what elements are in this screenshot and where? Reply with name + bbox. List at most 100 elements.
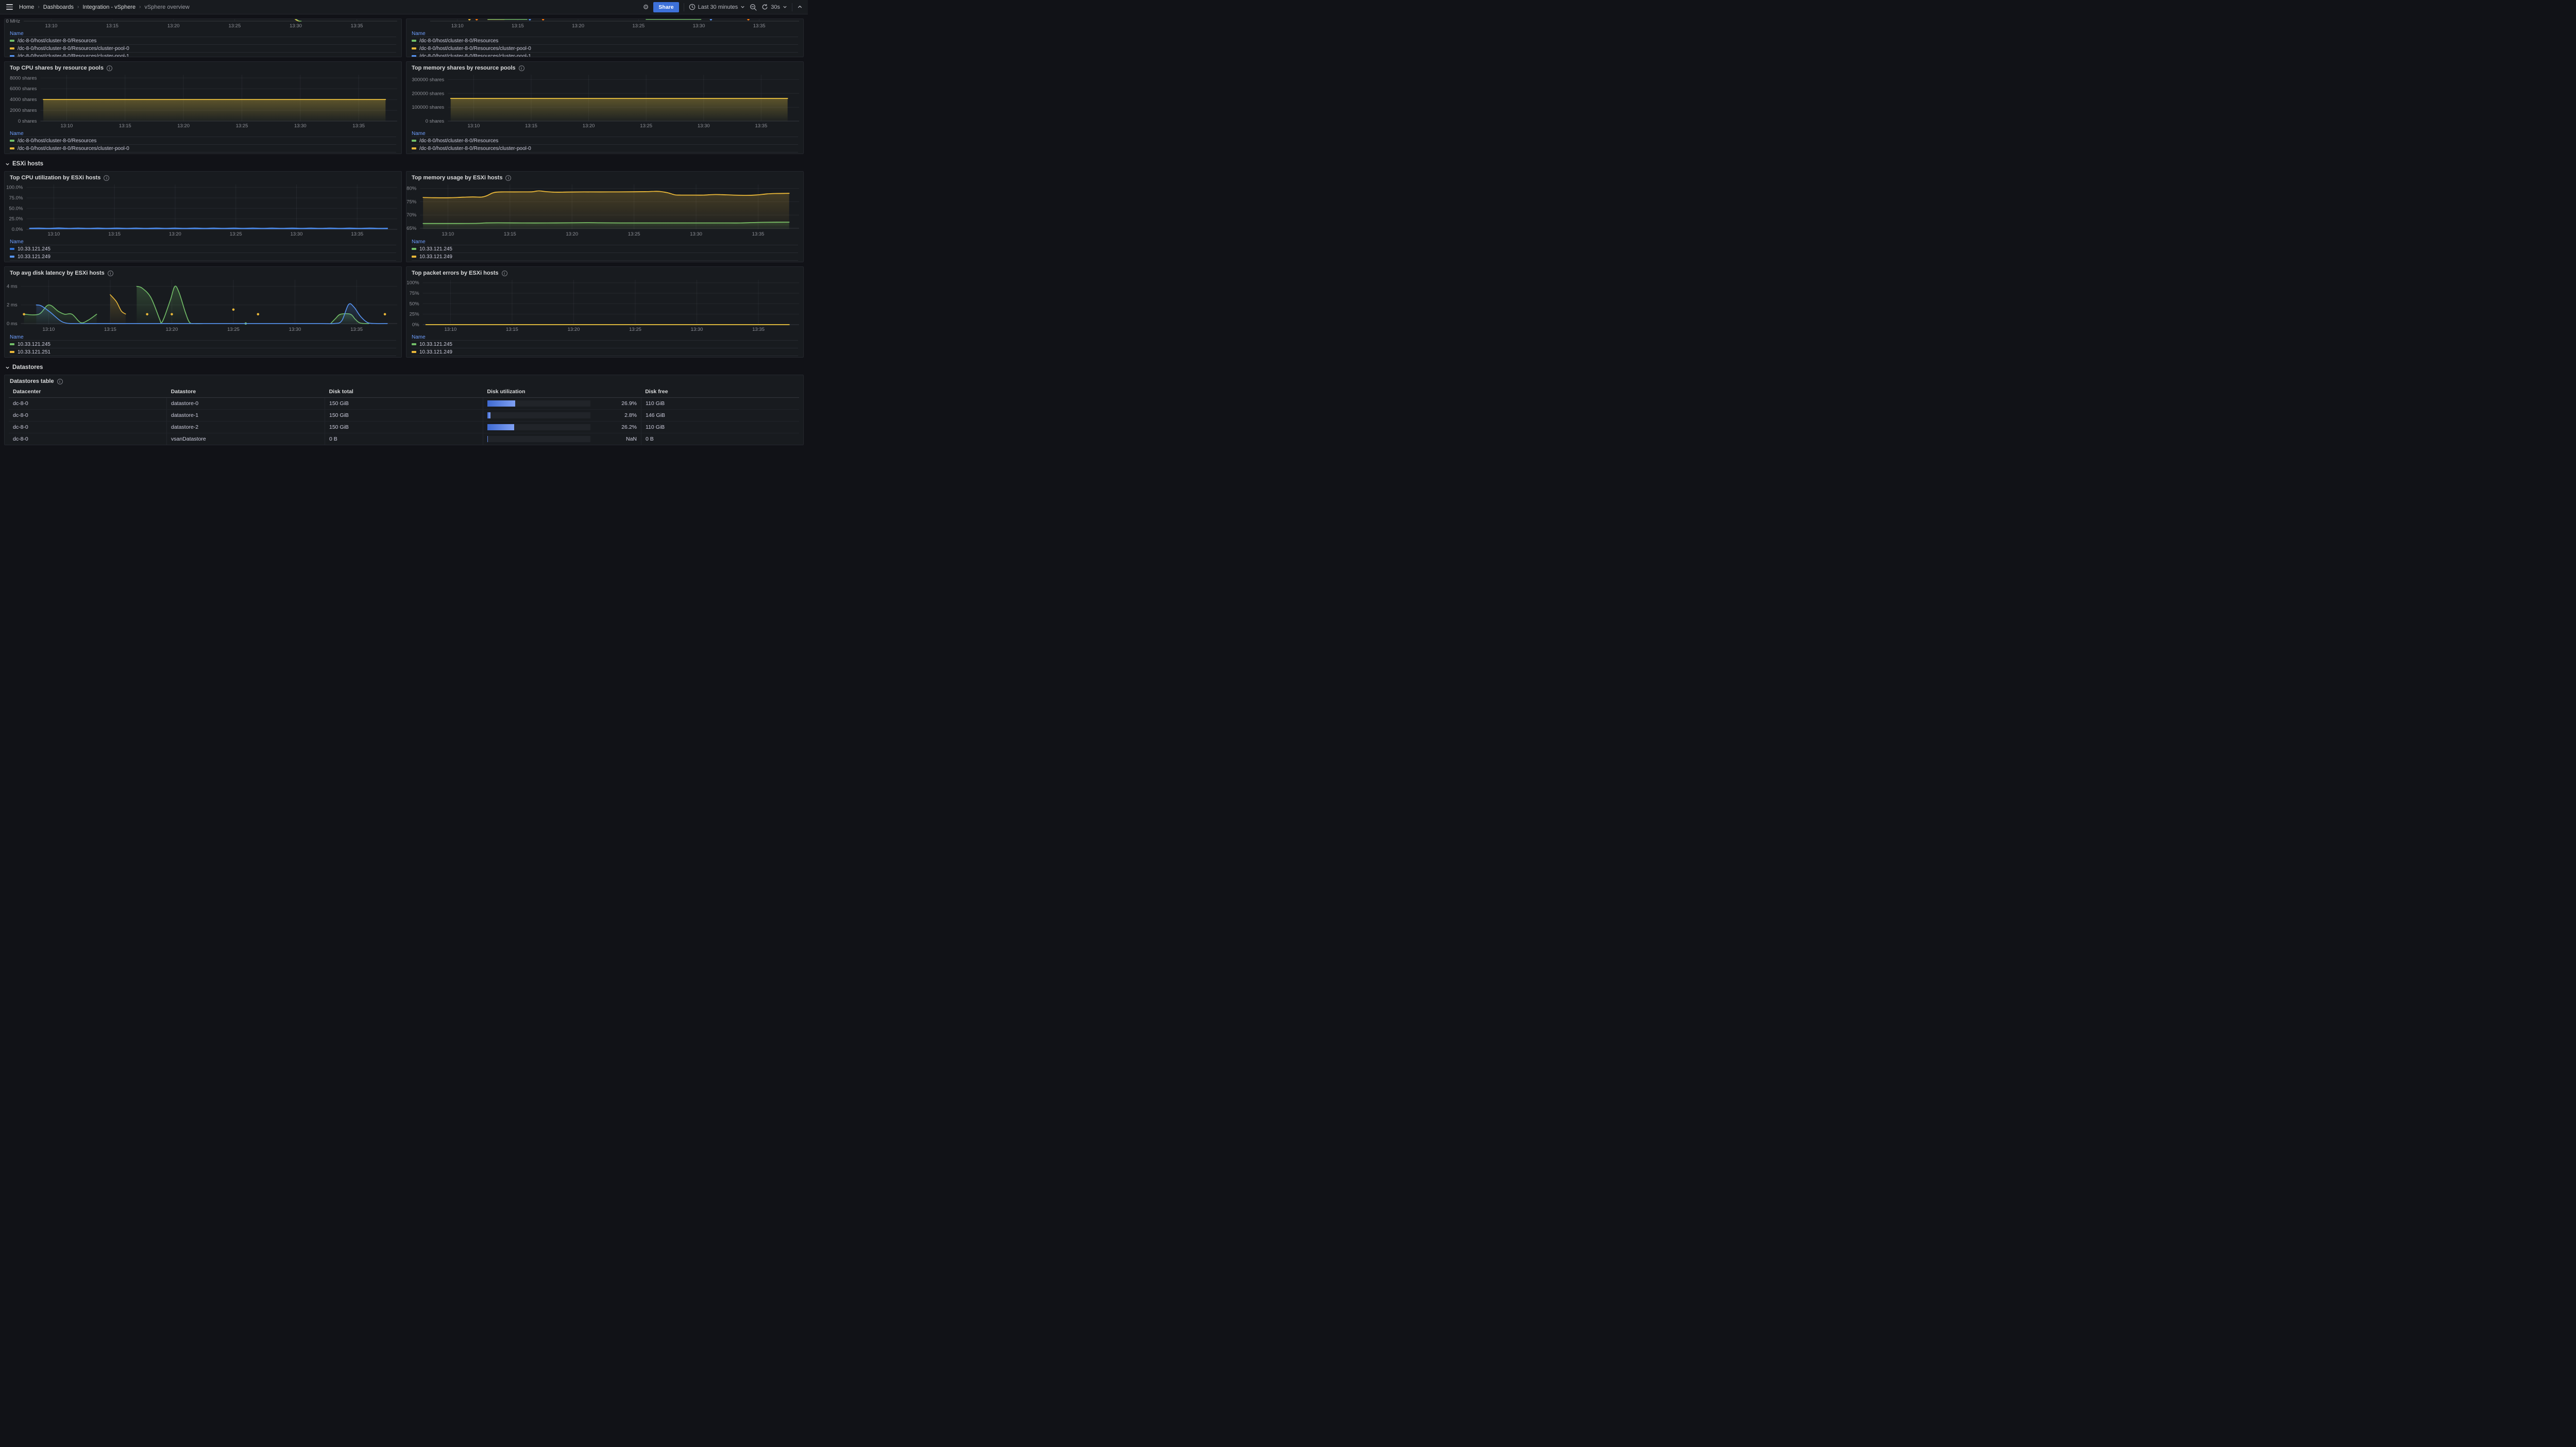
panel-header[interactable]: Top packet errors by ESXi hosts i (406, 267, 803, 277)
legend-item[interactable]: /dc-8-0/host/cluster-8-0/Resources/clust… (412, 45, 798, 53)
svg-text:13:15: 13:15 (119, 123, 131, 129)
legend-name-header[interactable]: Name (412, 130, 798, 137)
table-row[interactable]: dc-8-0 datastore-1 150 GiB 2.8% 146 GiB (9, 410, 799, 422)
memory-usage-chart[interactable]: 13:10 13:15 13:20 13:25 13:30 13:35 (406, 19, 803, 30)
legend-item-label: 10.33.121.251 (18, 349, 50, 355)
caret-up-icon[interactable] (797, 4, 803, 10)
datacenter-cell: dc-8-0 (9, 398, 167, 409)
table-row[interactable]: dc-8-0 vsanDatastore 0 B NaN 0 B (9, 433, 799, 445)
section-datastores[interactable]: Datastores (4, 362, 804, 371)
panel-cpu-utilization: Top CPU utilization by ESXi hosts i 0.0%… (4, 171, 402, 262)
legend-name-header[interactable]: Name (10, 30, 396, 37)
svg-text:13:35: 13:35 (351, 23, 363, 29)
panel-header[interactable]: Datastores table i (5, 375, 803, 385)
legend-name-header[interactable]: Name (10, 239, 396, 245)
column-header[interactable]: Disk utilization (487, 389, 526, 395)
zoom-out-icon[interactable] (750, 4, 757, 11)
panel-header[interactable]: Top memory shares by resource pools i (406, 62, 803, 72)
series-color-swatch (10, 256, 14, 258)
legend-item[interactable]: /dc-8-0/host/cluster-8-0/Resources/clust… (10, 53, 396, 57)
info-icon[interactable]: i (104, 175, 110, 181)
legend-item[interactable]: 10.33.121.245 (412, 245, 798, 253)
legend-item-label: /dc-8-0/host/cluster-8-0/Resources/clust… (18, 53, 129, 57)
legend-item-label: 10.33.121.249 (18, 254, 50, 260)
column-header[interactable]: Disk total (329, 389, 353, 395)
cpu-utilization-chart[interactable]: 0.0% 25.0% 50.0% 75.0% 100.0% 13:10 13:15 13:20… (5, 181, 401, 239)
legend-item-label: /dc-8-0/host/cluster-8-0/Resources (18, 138, 97, 144)
info-icon[interactable]: i (501, 270, 507, 276)
panel-header[interactable]: Top avg disk latency by ESXi hosts i (5, 267, 401, 277)
panel-header[interactable]: Top CPU utilization by ESXi hosts i (5, 172, 401, 181)
svg-text:13:30: 13:30 (698, 123, 710, 129)
dashboard-settings-icon[interactable]: ⚙ (642, 3, 649, 11)
legend-item[interactable]: /dc-8-0/host/cluster-8-0/Resources/clust… (10, 145, 396, 153)
legend-item[interactable]: 10.33.121.245 (10, 341, 396, 348)
column-header[interactable]: Datacenter (13, 389, 41, 395)
legend-name-header[interactable]: Name (412, 334, 798, 341)
section-title: Datastores (12, 364, 43, 371)
legend-item[interactable]: /dc-8-0/host/cluster-8-0/Resources (412, 37, 798, 45)
svg-text:13:25: 13:25 (629, 327, 641, 332)
refresh-picker[interactable]: 30s (761, 4, 787, 10)
table-row[interactable]: dc-8-0 datastore-0 150 GiB 26.9% 110 GiB (9, 398, 799, 410)
legend-item-label: 10.33.121.245 (18, 246, 50, 252)
info-icon[interactable]: i (518, 65, 524, 71)
info-icon[interactable]: i (57, 378, 63, 384)
svg-text:25%: 25% (410, 312, 420, 317)
svg-text:200000 shares: 200000 shares (412, 91, 444, 96)
legend: Name 10.33.121.245 10.33.121.249 (5, 239, 401, 261)
legend-item[interactable]: /dc-8-0/host/cluster-8-0/Resources (412, 137, 798, 145)
legend-name-header[interactable]: Name (10, 334, 396, 341)
legend-item[interactable]: 10.33.121.245 (10, 245, 396, 253)
legend-name-header[interactable]: Name (412, 30, 798, 37)
legend-item[interactable]: 10.33.121.245 (412, 341, 798, 348)
panel-header[interactable]: Top memory usage by ESXi hosts i (406, 172, 803, 181)
panel-header[interactable]: Top CPU shares by resource pools i (5, 62, 401, 72)
info-icon[interactable]: i (107, 270, 113, 276)
section-esxi-hosts[interactable]: ESXi hosts (4, 158, 804, 167)
top-nav: Home › Dashboards › Integration - vSpher… (0, 0, 808, 14)
legend-item[interactable]: /dc-8-0/host/cluster-8-0/Resources (10, 37, 396, 45)
time-range-picker[interactable]: Last 30 minutes (689, 4, 745, 10)
legend-name-header[interactable]: Name (10, 130, 396, 137)
refresh-icon (762, 4, 768, 10)
disk-total-cell: 0 B (325, 433, 483, 445)
cpu-shares-chart[interactable]: 0 shares 2000 shares 4000 shares 6000 share… (5, 72, 401, 130)
legend-item[interactable]: 10.33.121.249 (10, 356, 396, 358)
breadcrumb-integration-vsphere[interactable]: Integration - vSphere (82, 4, 136, 10)
legend-item[interactable]: /dc-8-0/host/cluster-8-0/Resources/clust… (412, 145, 798, 153)
legend-item[interactable]: 10.33.121.249 (412, 348, 798, 356)
column-header[interactable]: Disk free (645, 389, 668, 395)
legend-item[interactable]: /dc-8-0/host/cluster-8-0/Resources (10, 137, 396, 145)
packet-errors-chart[interactable]: 0% 25% 50% 75% 100% 13:10 13:15 13:20 13:25 13:30… (406, 277, 803, 334)
legend: Name 10.33.121.245 10.33.121.249 (406, 334, 803, 356)
info-icon[interactable]: i (106, 65, 112, 71)
legend-item[interactable]: 10.33.121.251 (10, 348, 396, 356)
svg-text:13:10: 13:10 (468, 123, 480, 129)
info-icon[interactable]: i (505, 175, 512, 181)
legend-item-label: 10.33.121.249 (419, 254, 452, 260)
menu-icon[interactable] (5, 3, 14, 10)
disk-latency-chart[interactable]: 0 ms 2 ms 4 ms 13:10 13:15 13:20 13:25 13:30 13:… (5, 277, 401, 334)
disk-utilization-cell: 2.8% (483, 410, 641, 421)
share-button[interactable]: Share (653, 2, 679, 12)
chevron-down-icon (6, 366, 9, 369)
memory-shares-chart[interactable]: 0 shares 100000 shares 200000 shares 300000… (406, 72, 803, 130)
memory-usage-chart[interactable]: 65% 70% 75% 80% 13:10 13:15 13:20 13:25 13:30 13:… (406, 181, 803, 239)
legend-item[interactable]: /dc-8-0/host/cluster-8-0/Resources/clust… (412, 53, 798, 57)
table-row[interactable]: dc-8-0 datastore-2 150 GiB 26.2% 110 GiB (9, 422, 799, 433)
disk-free-cell: 110 GiB (646, 400, 665, 407)
breadcrumb-home[interactable]: Home (19, 4, 35, 10)
breadcrumb-dashboards[interactable]: Dashboards (43, 4, 74, 10)
panel-memory-shares: Top memory shares by resource pools i 0 … (406, 61, 804, 154)
series-color-swatch (412, 343, 416, 345)
legend-item[interactable]: 10.33.121.249 (412, 253, 798, 261)
legend-item[interactable]: /dc-8-0/host/cluster-8-0/Resources/clust… (10, 45, 396, 53)
series-color-swatch (10, 140, 14, 142)
legend-item[interactable]: 10.33.121.249 (10, 253, 396, 261)
column-header[interactable]: Datastore (171, 389, 196, 395)
legend-name-header[interactable]: Name (412, 239, 798, 245)
legend: Name/dc-8-0/host/cluster-8-0/Resources/d… (406, 130, 803, 153)
series-color-swatch (10, 55, 14, 57)
cpu-usage-mhz-chart[interactable]: 0 MHz 13:10 13:15 13:20 13:25 13:30 13:35 (5, 19, 401, 30)
